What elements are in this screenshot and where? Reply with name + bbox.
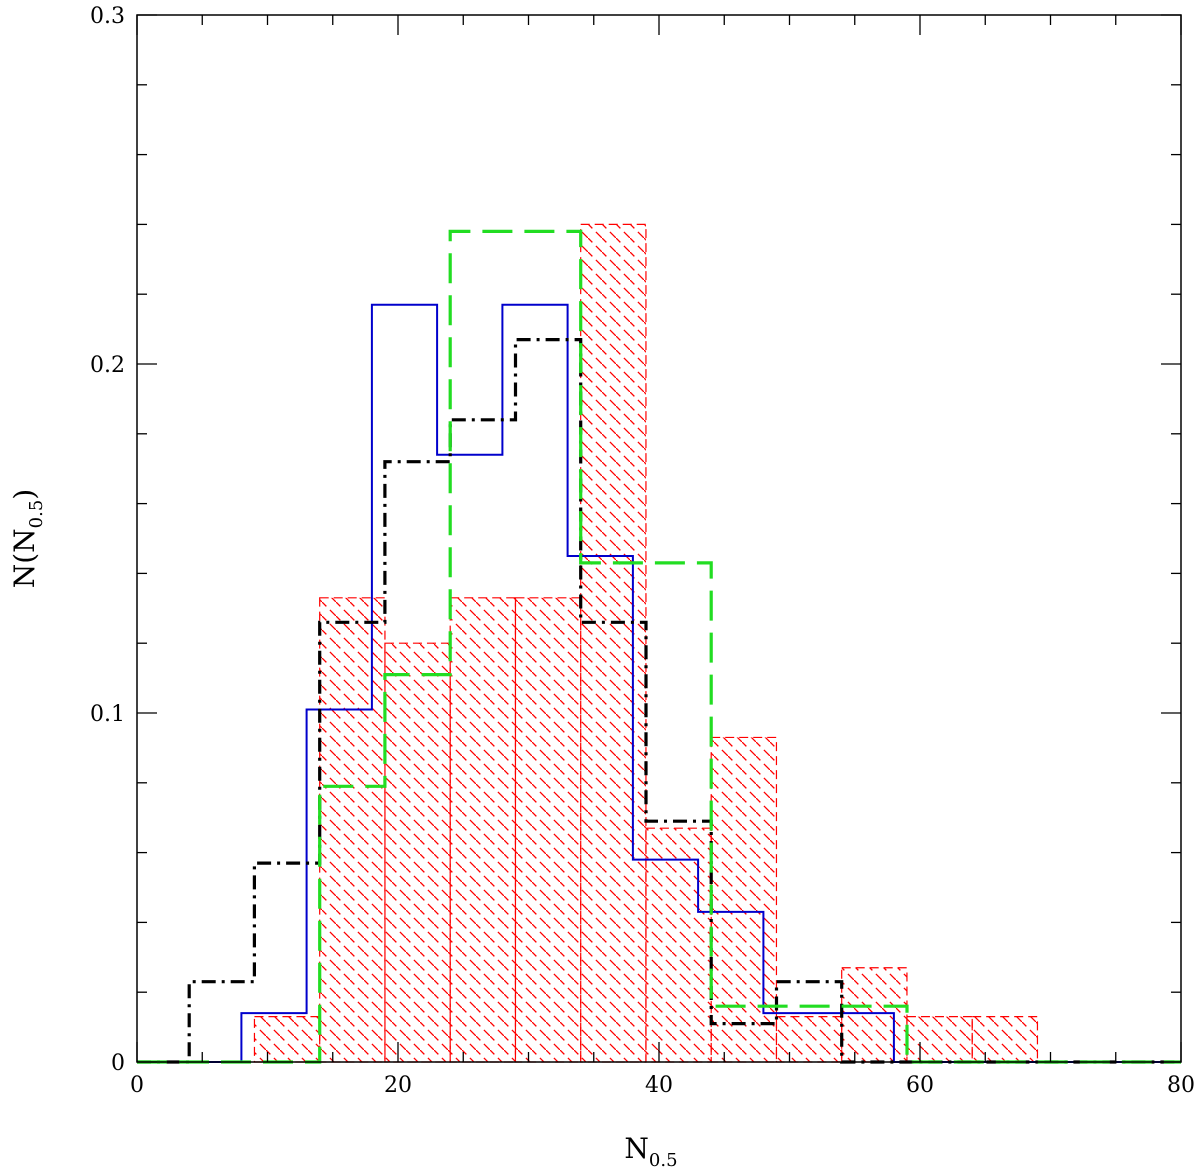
x-axis-title: N0.5: [624, 1132, 677, 1171]
series-line-long-dash: [137, 229, 1181, 1064]
ticks-layer: [136, 14, 1182, 1063]
series-dash-dot: [137, 338, 1181, 1064]
y-tick-label: 0: [111, 1051, 125, 1076]
x-tick-label: 60: [906, 1073, 934, 1098]
labels-layer: 0 20 40 60 80 0 0.1 0.2 0.3: [90, 4, 1195, 1098]
series-layer: [137, 223, 1181, 1064]
hatched-bar: [253, 1016, 321, 1063]
x-tick-label: 80: [1167, 1073, 1195, 1098]
y-tick-label: 0.1: [90, 702, 125, 727]
hatched-bar: [580, 223, 647, 1063]
hatched-bar: [971, 1016, 1039, 1063]
x-tick-label: 0: [130, 1073, 144, 1098]
hatched-bar: [645, 827, 712, 1063]
y-axis-title-sub: 0.5: [26, 500, 47, 529]
hatched-bar: [906, 1016, 973, 1063]
y-axis-title-pre: N(N: [8, 528, 41, 588]
hatched-bar: [514, 597, 582, 1063]
hatched-bar: [449, 597, 517, 1063]
hatched-bar: [384, 642, 451, 1063]
x-tick-label: 40: [645, 1073, 673, 1098]
series-long-dash: [137, 229, 1181, 1064]
series-line-dash-dot: [137, 338, 1181, 1064]
y-tick-label: 0.2: [90, 353, 125, 378]
y-tick-label: 0.3: [90, 4, 125, 29]
hatched-bar: [841, 967, 908, 1063]
x-tick-label: 20: [384, 1073, 412, 1098]
x-axis-title-sub: 0.5: [649, 1150, 678, 1171]
series-line-solid: [137, 303, 1181, 1063]
hatched-bar: [319, 597, 386, 1063]
series-hatched: [253, 223, 1039, 1063]
y-axis-title-post: ): [8, 489, 41, 500]
y-axis-title: N(N0.5): [8, 489, 47, 589]
series-solid: [137, 303, 1181, 1063]
hatched-bar: [775, 1016, 843, 1063]
x-axis-title-main: N: [624, 1132, 649, 1165]
